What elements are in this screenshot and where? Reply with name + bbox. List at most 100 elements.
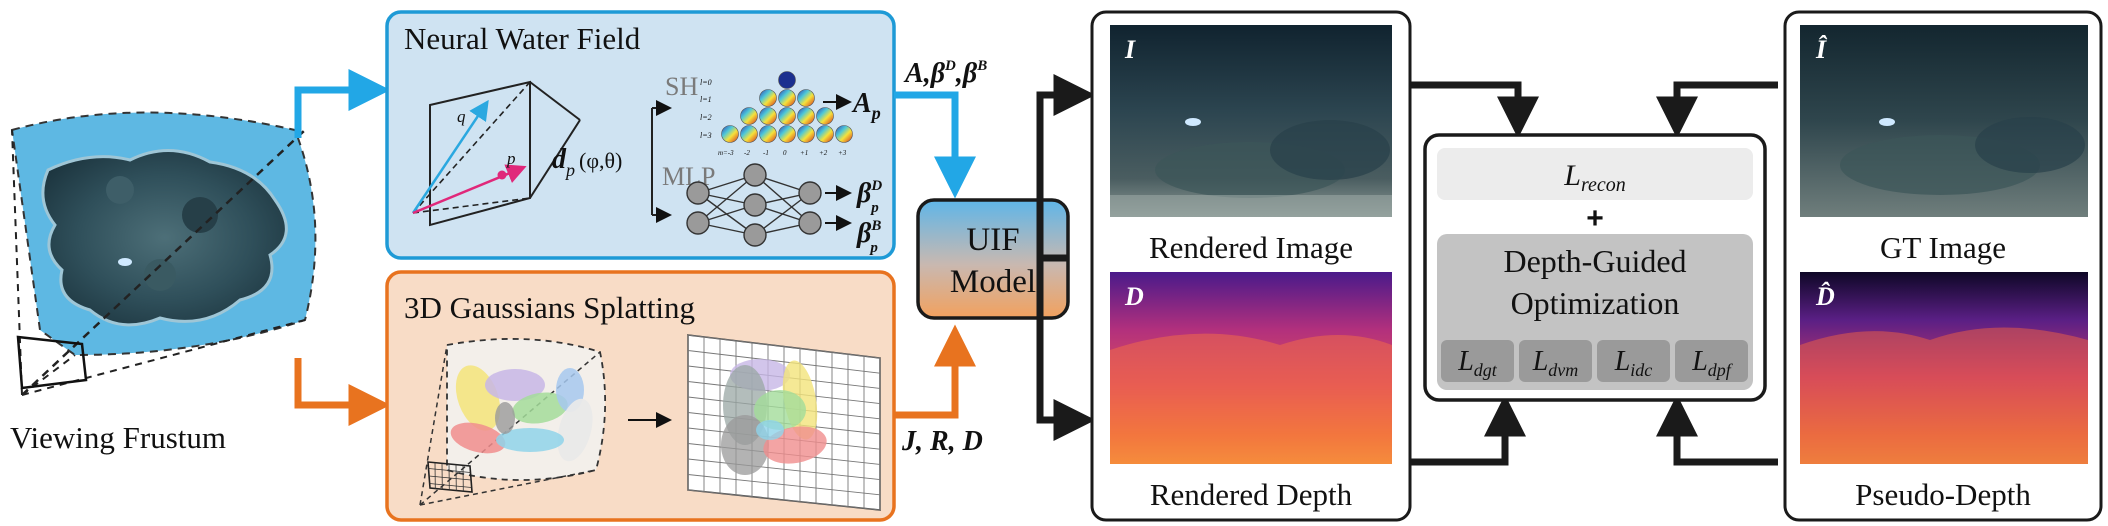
uif-to-image-arrow [1036, 74, 1096, 262]
pseudo-to-loss-arrow [1656, 394, 1778, 466]
rendered-depth-near [1110, 333, 1392, 464]
sh-basis-icon [759, 107, 777, 125]
out-a: A [851, 88, 872, 119]
reef-scene [41, 149, 288, 327]
loss-chip [1597, 340, 1670, 382]
sh-m-label: -2 [744, 149, 750, 157]
frustum-axis [21, 129, 306, 396]
sh-row-label: l=3 [700, 131, 712, 140]
frustum-to-gaussians-arrow [294, 358, 391, 426]
param-sup-b: B [976, 58, 987, 74]
sh-basis-icon [778, 71, 796, 89]
depth-to-loss-arrow [1410, 394, 1526, 466]
sh-basis-icon [740, 107, 758, 125]
mlp-node [798, 211, 822, 235]
loss-sub: dpf [1708, 360, 1734, 380]
point-p-label: p [506, 149, 516, 168]
gt-image-caption: GT Image [1880, 230, 2006, 265]
loss-main: L [1691, 346, 1708, 377]
mini-pixel-grid [427, 461, 473, 493]
frustum-edge [21, 354, 76, 396]
splat-ellipses [721, 359, 827, 475]
rendered-panel: I Rendered Image D Rendered Depth [1090, 10, 1412, 522]
pseudo-depth-tag: D̂ [1815, 282, 1835, 311]
out-sup-b: B [870, 218, 881, 234]
uif-model: UIF Model [916, 198, 1070, 320]
plus-sign: + [1586, 202, 1604, 235]
sh-m-label: +1 [800, 149, 808, 157]
point-p-marker [497, 170, 507, 180]
loss-sub: dgt [1474, 360, 1498, 380]
direction-sketch: q p [411, 80, 581, 227]
depth-guided-box [1437, 234, 1753, 390]
loss-chip-label: Ldpf [1691, 346, 1734, 380]
sh-row-label: l=2 [700, 113, 712, 122]
gaussian-blob [495, 402, 515, 434]
param-a: A [903, 58, 924, 89]
out-beta-b: β [856, 218, 872, 249]
gaussian-blob [496, 428, 564, 452]
gaussian-blob [485, 369, 545, 401]
recon-loss-box [1437, 148, 1753, 200]
sh-basis-icon [759, 125, 777, 143]
out-sup-d: D [870, 178, 882, 194]
loss-main: L [1614, 346, 1631, 377]
loss-chip-label: Lidc [1614, 346, 1653, 380]
viewing-frustum: Viewing Frustum [10, 111, 317, 455]
out-beta-d: β [856, 178, 872, 209]
grid-line [687, 489, 881, 511]
reef-texture [182, 197, 218, 233]
gt-reef [1975, 117, 2085, 173]
loss-sub: dvm [1548, 360, 1578, 380]
sh-m-label: 0 [783, 149, 787, 157]
gt-image-tag: Î [1815, 35, 1828, 64]
recon-main: L [1563, 159, 1581, 192]
direction-label: dp (φ,θ) [552, 144, 622, 180]
sh-basis-icon [835, 125, 853, 143]
reef-texture [106, 176, 134, 204]
rendered-sand [1110, 195, 1392, 217]
mini-grid-line [428, 468, 471, 473]
rendered-depth-caption: Rendered Depth [1150, 477, 1353, 512]
out-beta-b-label: βB p [856, 218, 881, 256]
gt-diver [1879, 118, 1895, 126]
rendered-reef [1270, 120, 1390, 180]
recon-sub: recon [1581, 174, 1626, 196]
sh-m-label: m=-3 [718, 149, 734, 157]
rendered-image-tag: I [1124, 35, 1136, 64]
rendered-image-caption: Rendered Image [1149, 230, 1353, 265]
gaussian-blob [512, 392, 568, 424]
uif-to-depth-arrow [1036, 258, 1096, 441]
gaussian-blob [557, 398, 593, 462]
recon-loss-label: Lrecon [1563, 159, 1625, 196]
neural-water-field-panel: Neural Water Field q p dp (φ,θ) SH MLP l=… [385, 10, 896, 260]
gaussians-title: 3D Gaussians Splatting [404, 290, 695, 325]
image-to-loss-arrow [1410, 81, 1539, 139]
sh-row-label: l=1 [700, 95, 712, 104]
sh-basis-icon [778, 89, 796, 107]
mlp-node [686, 211, 710, 235]
mlp-network [686, 163, 822, 247]
mini-grid-line [428, 475, 472, 481]
water-params-label: A,βD,βB [903, 58, 987, 89]
mlp-node [686, 181, 710, 205]
ray-arrow [411, 99, 489, 214]
pseudo-depth-near [1800, 327, 2088, 464]
mlp-node [743, 193, 767, 217]
gaussians-panel: 3D Gaussians Splatting [385, 270, 896, 522]
direction-args: (φ,θ) [579, 148, 622, 173]
pseudo-depth-caption: Pseudo-Depth [1855, 477, 2031, 512]
ground-truth-panel: Î GT Image D̂ Pseudo-Depth [1783, 10, 2103, 522]
out-a-label: Ap [851, 88, 881, 123]
loss-main: L [1457, 346, 1474, 377]
loss-chip-label: Ldgt [1457, 346, 1498, 380]
sh-label: SH [665, 72, 698, 101]
loss-sub: idc [1630, 360, 1652, 380]
sh-basis-icon [759, 89, 777, 107]
mini-grid-line [429, 483, 472, 488]
gauss-to-uif-arrow [894, 324, 976, 419]
image-plane [16, 335, 88, 390]
splat-blob [754, 390, 806, 430]
sh-basis-icon [816, 125, 834, 143]
